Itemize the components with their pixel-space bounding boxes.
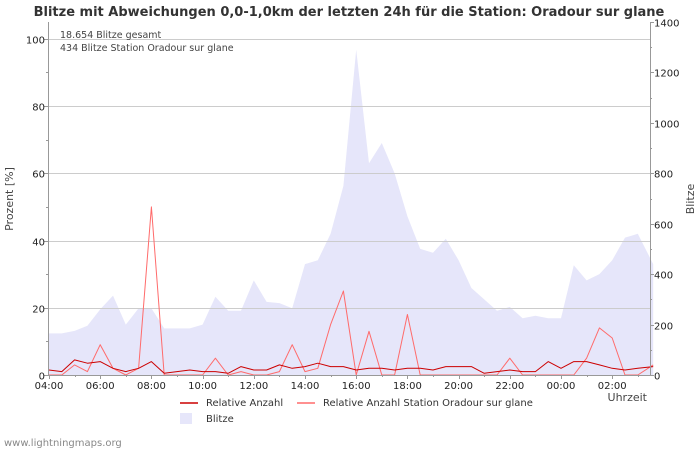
series-blitze-area <box>49 49 654 375</box>
series-relative-line <box>48 359 654 374</box>
y2-axis-label: Blitze <box>684 184 697 215</box>
x-tick-label-20:00: 20:00 <box>444 381 473 392</box>
legend-label-station: Relative Anzahl Station Oradour sur glan… <box>323 398 533 409</box>
legend-label-blitze: Blitze <box>206 414 234 425</box>
chart-title: Blitze mit Abweichungen 0,0-1,0km der le… <box>34 5 665 20</box>
y2-tick-label-600: 600 <box>654 221 673 232</box>
x-tick-label-04:00: 04:00 <box>35 381 64 392</box>
y-tick-label-40: 40 <box>32 238 45 249</box>
y2-tick-label-0: 0 <box>654 372 660 383</box>
annotation-total: 18.654 Blitze gesamt <box>60 30 162 41</box>
y2-tick-label-400: 400 <box>654 271 673 282</box>
x-tick-label-18:00: 18:00 <box>393 381 422 392</box>
legend-swatch-blitze <box>180 413 192 424</box>
y-tick-label-80: 80 <box>32 103 45 114</box>
y2-tick-label-1200: 1200 <box>654 69 679 80</box>
footer-credit: www.lightningmaps.org <box>4 438 122 449</box>
legend: Relative Anzahl Relative Anzahl Station … <box>180 398 533 425</box>
x-tick-label-16:00: 16:00 <box>342 381 371 392</box>
x-tick-label-06:00: 06:00 <box>86 381 115 392</box>
x-tick-label-02:00: 02:00 <box>598 381 627 392</box>
y-tick-label-0: 0 <box>39 372 45 383</box>
y2-tick-label-800: 800 <box>654 170 673 181</box>
y-tick-label-100: 100 <box>26 36 45 47</box>
tick-layer: 020406080100020040060080010001200140004:… <box>26 19 680 393</box>
x-tick-label-10:00: 10:00 <box>188 381 217 392</box>
x-tick-label-08:00: 08:00 <box>137 381 166 392</box>
y-tick-label-20: 20 <box>32 305 45 316</box>
x-tick-label-00:00: 00:00 <box>547 381 576 392</box>
annotation-station: 434 Blitze Station Oradour sur glane <box>60 43 234 54</box>
x-tick-label-12:00: 12:00 <box>239 381 268 392</box>
y2-tick-label-1000: 1000 <box>654 120 679 131</box>
area-layer <box>49 49 654 375</box>
y2-tick-label-200: 200 <box>654 322 673 333</box>
y-axis-label: Prozent [%] <box>3 167 16 231</box>
x-tick-label-22:00: 22:00 <box>495 381 524 392</box>
x-tick-label-14:00: 14:00 <box>291 381 320 392</box>
x-axis-label: Uhrzeit <box>608 391 648 404</box>
y2-tick-label-1400: 1400 <box>654 19 679 30</box>
legend-label-relative: Relative Anzahl <box>206 398 283 409</box>
y-tick-label-60: 60 <box>32 170 45 181</box>
